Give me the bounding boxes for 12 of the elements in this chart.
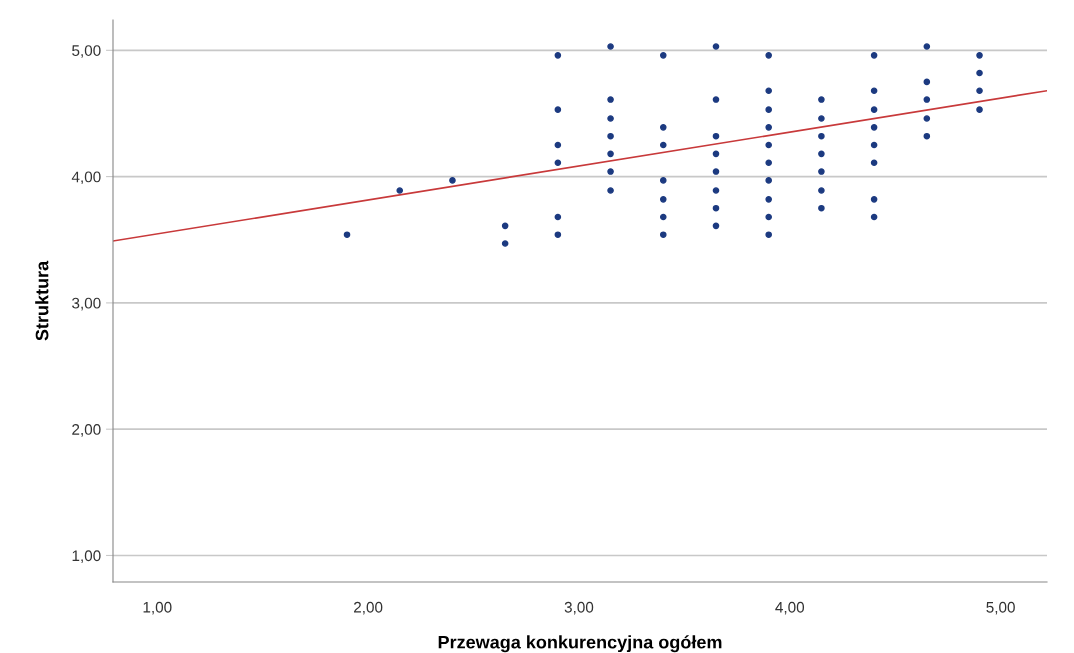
y-tick-label: 4,00 xyxy=(71,171,101,185)
x-tick-label: 3,00 xyxy=(564,601,594,615)
x-tick-label: 2,00 xyxy=(354,601,383,615)
y-tick-label: 2,00 xyxy=(72,424,101,437)
x-tick-label: 1,00 xyxy=(143,601,172,615)
x-tick-label: 5,00 xyxy=(986,601,1015,615)
y-tick-label: 5,00 xyxy=(72,45,101,58)
x-tick-label: 4,00 xyxy=(775,601,805,615)
x-axis-title: Przewaga konkurencyjna ogółem xyxy=(438,635,722,653)
y-tick-label: 3,00 xyxy=(72,297,101,311)
y-tick-label: 1,00 xyxy=(72,550,101,563)
y-axis-title: Struktura xyxy=(35,260,49,341)
